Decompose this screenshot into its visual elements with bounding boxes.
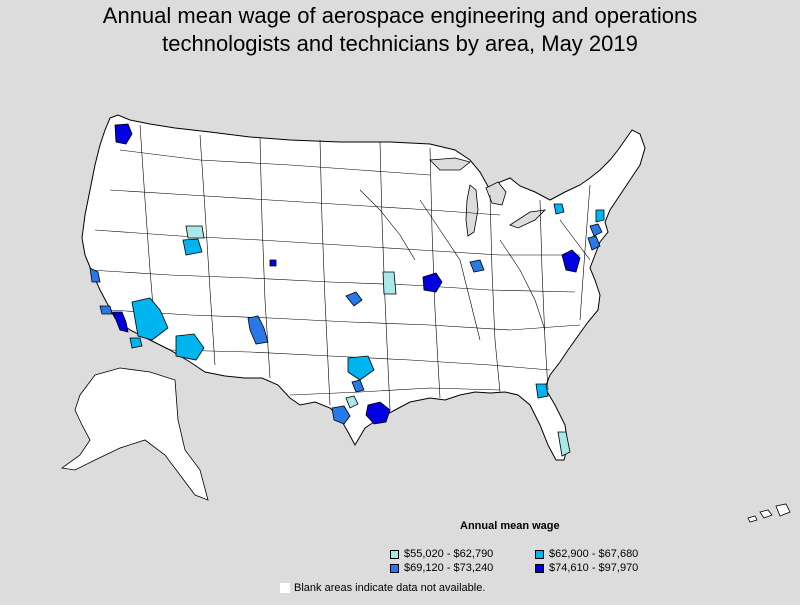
area-melbourne-fl (557, 431, 571, 457)
area-sacramento (89, 267, 101, 283)
legend-swatch-3 (390, 563, 399, 573)
title-line-1: Annual mean wage of aerospace engineerin… (102, 3, 698, 28)
legend-label-1: $55,020 - $62,790 (404, 548, 494, 560)
map-title: Annual mean wage of aerospace engineerin… (0, 2, 800, 58)
area-salt-lake-city (182, 238, 203, 256)
area-oklahoma-city (345, 291, 363, 307)
area-houston (365, 401, 391, 425)
area-kansas-west (382, 271, 397, 295)
area-connecticut (595, 209, 605, 223)
area-boundaries (89, 124, 591, 411)
lake-superior (429, 157, 471, 171)
area-new-jersey (589, 223, 603, 237)
area-philadelphia (587, 235, 601, 251)
area-ogden (269, 259, 277, 267)
area-san-antonio (331, 405, 351, 425)
note-text: Blank areas indicate data not available. (294, 582, 486, 594)
blank-swatch (280, 583, 290, 593)
area-austin (345, 395, 359, 409)
area-albuquerque (247, 315, 269, 345)
area-waco (351, 379, 365, 393)
metro-areas (89, 123, 605, 457)
legend-title: Annual mean wage (460, 520, 560, 532)
legend-item-4: $74,610 - $97,970 (535, 562, 638, 574)
area-jacksonville (535, 383, 549, 399)
area-rochester (553, 203, 565, 215)
lake-erie (509, 209, 547, 229)
area-santa-barbara (99, 305, 113, 315)
legend-label-2: $62,900 - $67,680 (549, 548, 639, 560)
legend-item-3: $69,120 - $73,240 (390, 562, 493, 574)
area-baltimore-dc (561, 249, 581, 273)
area-ogden-north (185, 225, 205, 239)
area-tucson (129, 337, 143, 349)
legend-label-3: $69,120 - $73,240 (404, 562, 494, 574)
area-los-angeles (112, 311, 129, 333)
title-line-2: technologists and technicians by area, M… (162, 31, 638, 56)
data-availability-note: Blank areas indicate data not available. (280, 582, 485, 594)
lake-michigan (465, 184, 479, 237)
area-las-vegas-region (131, 297, 169, 341)
alaska-shape (60, 367, 209, 501)
lake-huron (485, 181, 507, 206)
area-wichita (422, 272, 443, 293)
area-dallas (347, 355, 375, 381)
area-phoenix (175, 333, 205, 361)
legend-swatch-1 (390, 549, 399, 559)
area-dayton (469, 259, 485, 273)
legend-swatch-2 (535, 549, 544, 559)
legend-label-4: $74,610 - $97,970 (549, 562, 639, 574)
legend-item-1: $55,020 - $62,790 (390, 548, 493, 560)
area-seattle (114, 123, 133, 145)
legend-swatch-4 (535, 563, 544, 573)
legend-item-2: $62,900 - $67,680 (535, 548, 638, 560)
hawaii-shapes (747, 503, 791, 523)
